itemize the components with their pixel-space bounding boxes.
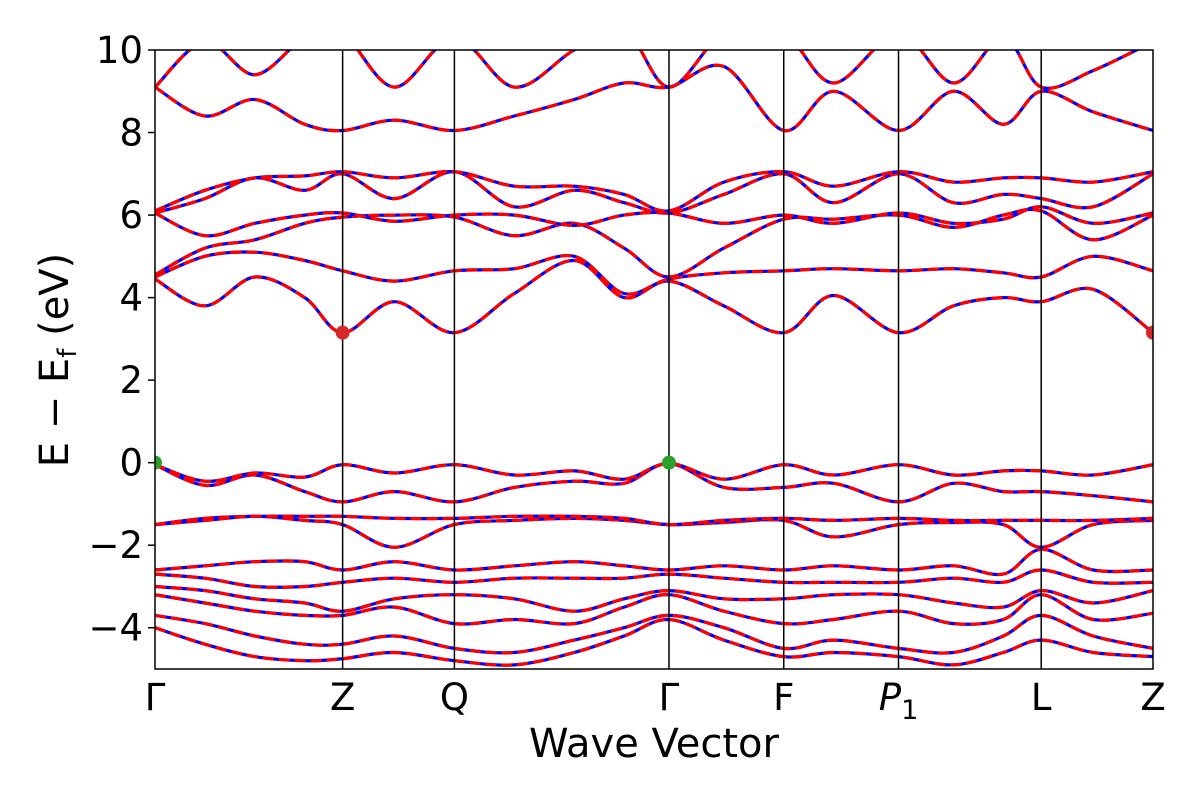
extremum-marker-2	[155, 455, 162, 470]
y-tick-label-5: 6	[119, 194, 143, 237]
band-5-dashed	[155, 547, 1153, 577]
y-tick-label-3: 2	[119, 359, 143, 402]
x-tick-label-7: Z	[1140, 676, 1165, 719]
band-11-dashed	[155, 250, 1153, 296]
y-axis-title-sub: f	[53, 348, 83, 358]
band-17-solid	[155, 50, 1141, 90]
band-12-dashed	[155, 207, 1153, 279]
band-2-dashed	[155, 593, 1153, 626]
y-tick-label-4: 4	[119, 277, 143, 320]
bands-layer	[155, 50, 1153, 667]
k-point-lines	[341, 50, 1042, 669]
y-tick-label-6: 8	[119, 112, 143, 155]
band-7-dashed	[155, 514, 1153, 527]
x-tick-label-1: Z	[330, 676, 355, 719]
y-tick-label-0: −4	[88, 607, 143, 650]
x-tick-label-2: Q	[440, 676, 469, 719]
x-tick-label-0: Γ	[145, 676, 166, 719]
y-axis-ticks: −4 −2 0 2 4 6 8 10	[88, 29, 155, 650]
y-axis-title-unit: (eV)	[32, 253, 78, 349]
x-tick-label-6: L	[1031, 676, 1052, 719]
band-1-dashed	[155, 613, 1153, 655]
band-13-dashed	[155, 205, 1153, 238]
x-axis-title: Wave Vector	[529, 721, 780, 767]
x-tick-label-5: P1	[879, 676, 919, 726]
y-tick-label-1: −2	[88, 524, 143, 567]
band-8-solid	[155, 461, 1153, 504]
band-9-dashed	[155, 461, 1153, 483]
extremum-marker-0	[335, 325, 350, 340]
band-3-dashed	[155, 584, 1153, 613]
extremum-markers	[155, 325, 1153, 470]
x-axis-ticks: Γ Z Q Γ F P1 L Z	[145, 676, 1166, 726]
band-0-solid	[155, 617, 1153, 667]
band-16-dashed	[155, 63, 1153, 133]
y-tick-label-2: 0	[119, 442, 143, 485]
band-8-dashed	[155, 461, 1153, 504]
extremum-marker-3	[661, 455, 676, 470]
band-14-dashed	[155, 170, 1153, 215]
x-tick-label-4: F	[773, 676, 794, 719]
band-17-dashed	[155, 50, 1141, 90]
extremum-marker-1	[1146, 325, 1153, 340]
y-axis-title-main: E − E	[32, 358, 78, 468]
plot-frame	[154, 49, 1154, 670]
y-axis-title: E − Ef (eV)	[32, 253, 83, 468]
x-tick-label-3: Γ	[659, 676, 680, 719]
band-0-dashed	[155, 617, 1153, 667]
band-4-dashed	[155, 568, 1153, 589]
y-tick-label-7: 10	[96, 29, 143, 72]
band-15-dashed	[155, 169, 1153, 213]
